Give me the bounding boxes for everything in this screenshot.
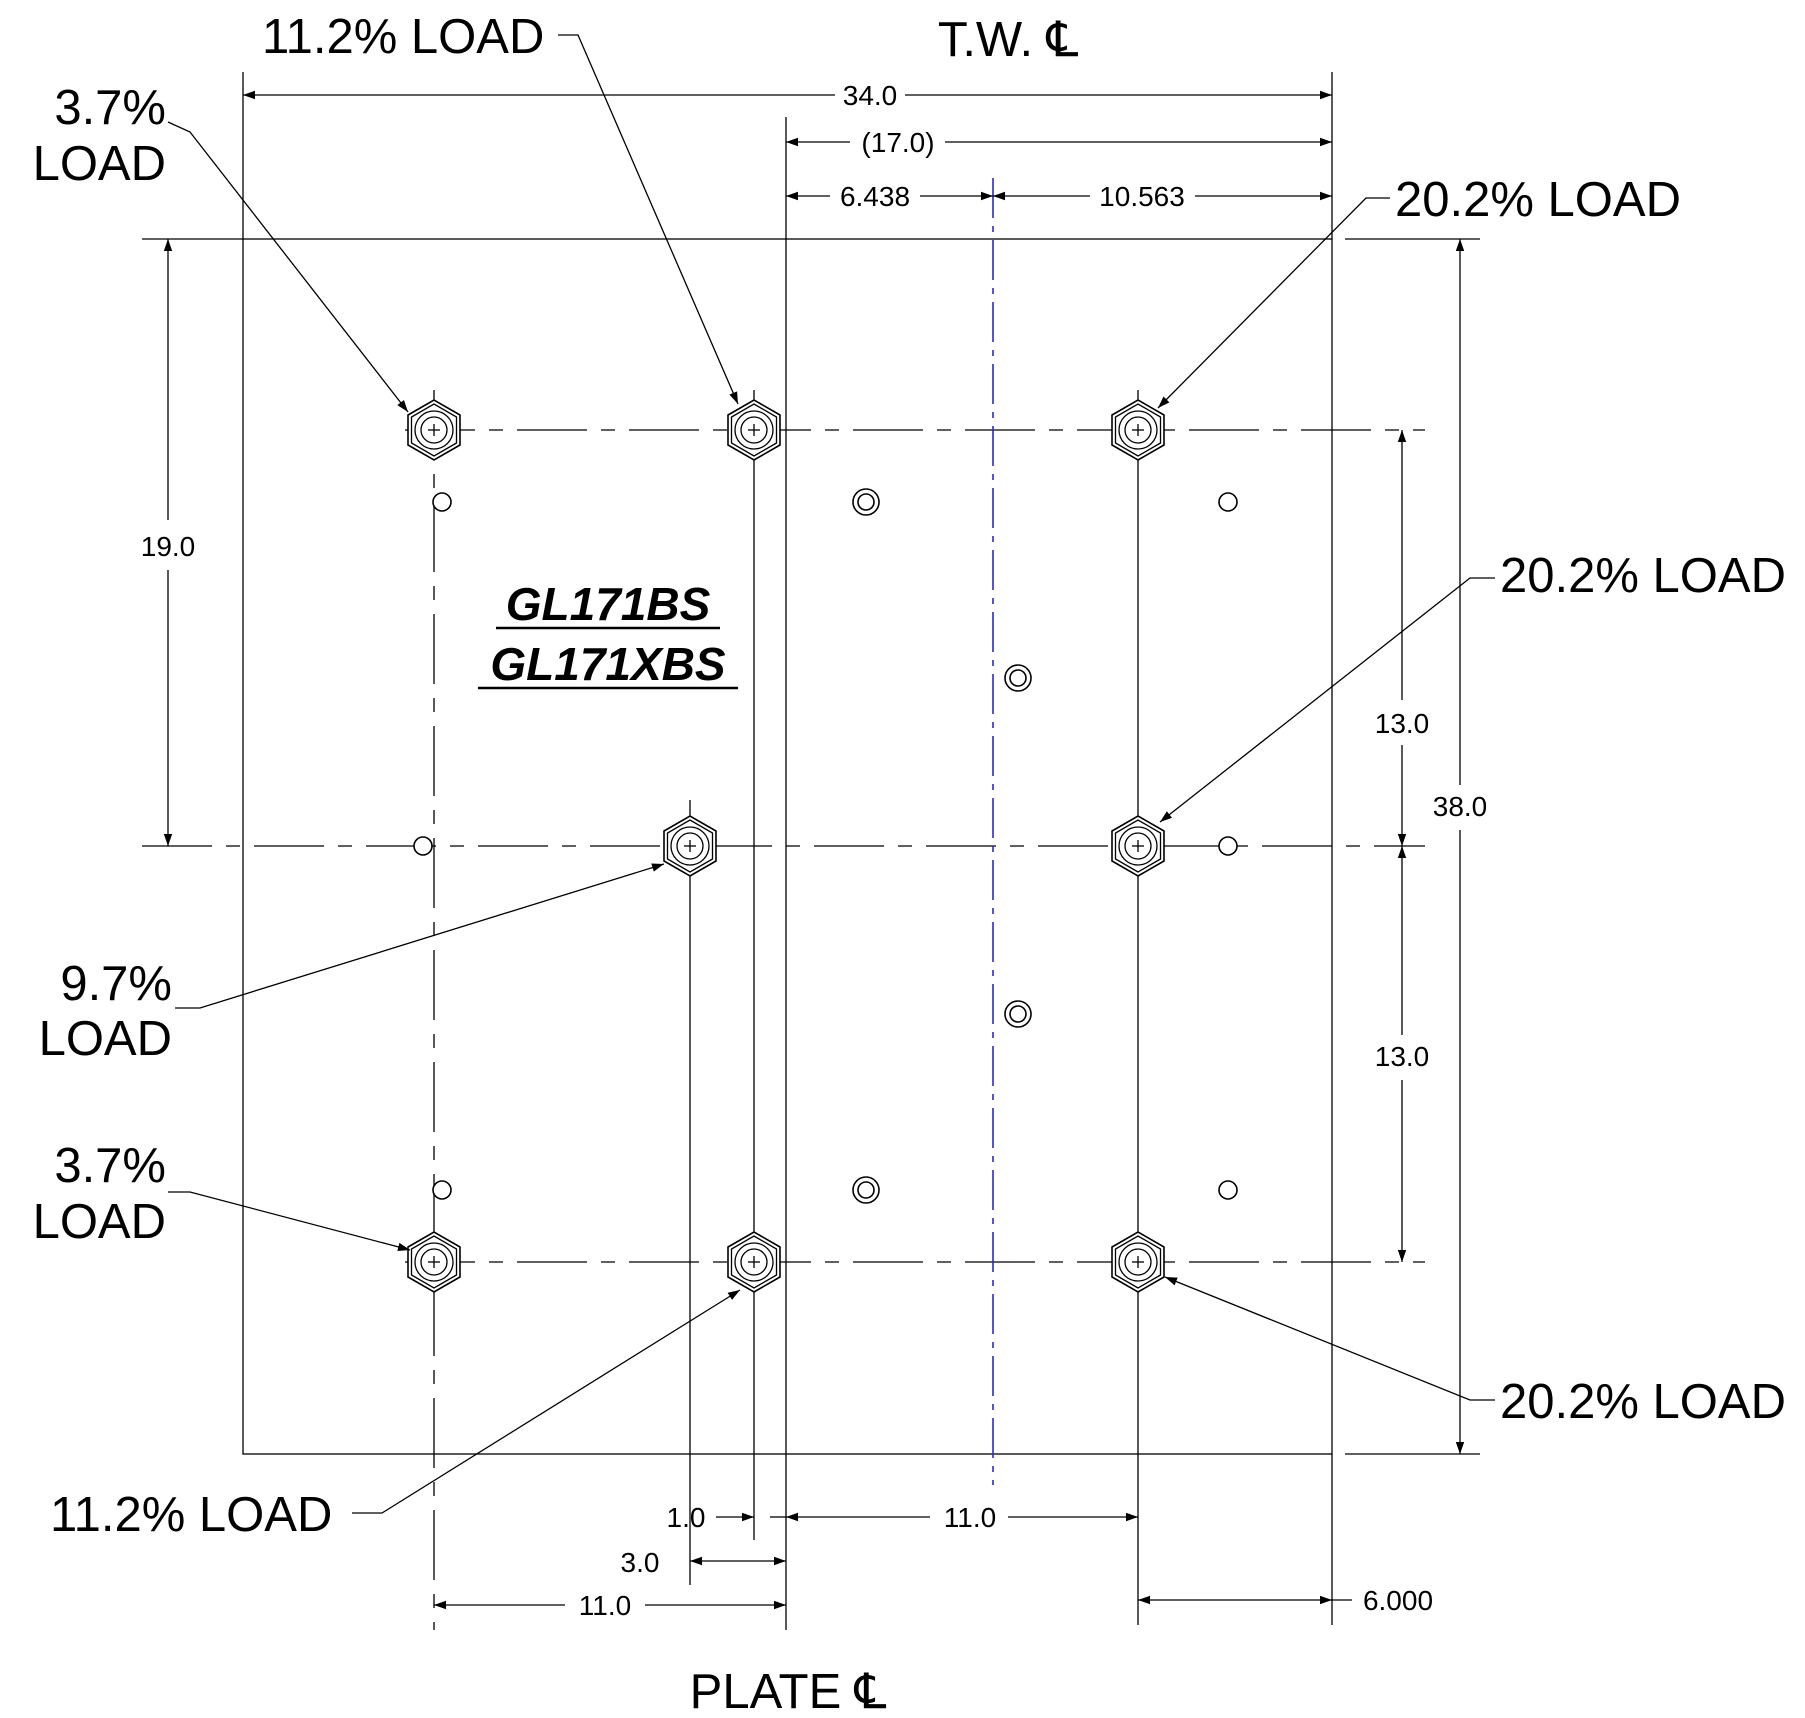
load-callout-bottom-inner: 11.2% LOAD (50, 1488, 332, 1542)
dim-bolt-spacing-upper: 13.0 (1375, 708, 1430, 739)
dim-upper-height: 19.0 (141, 531, 196, 562)
svg-text:LOAD: LOAD (33, 1195, 166, 1249)
ring-hole (1004, 1000, 1032, 1028)
hole (1218, 492, 1238, 512)
hole (413, 836, 433, 856)
dim-small-offset: 1.0 (667, 1502, 706, 1533)
hole (1218, 836, 1238, 856)
bolt (1111, 399, 1165, 461)
load-callout-top-right: 20.2% LOAD (1395, 173, 1681, 227)
dim-center-spacing: 11.0 (944, 1502, 996, 1533)
hole (1218, 1180, 1238, 1200)
ring-hole (852, 1176, 880, 1204)
bolt (727, 1231, 781, 1293)
ring-hole (1004, 664, 1032, 692)
load-callout-mid-left: 9.7% LOAD (39, 957, 172, 1066)
part-number-2: GL171XBS (490, 638, 726, 690)
dim-left-spacing: 11.0 (579, 1590, 631, 1621)
ring-hole (852, 488, 880, 516)
bolt (407, 1231, 461, 1293)
svg-text:LOAD: LOAD (33, 137, 166, 191)
dim-half-width: (17.0) (861, 127, 934, 158)
part-number-1: GL171BS (506, 578, 711, 630)
svg-text:LOAD: LOAD (39, 1012, 172, 1066)
load-callout-top-inner: 11.2% LOAD (262, 10, 544, 64)
load-callout-bottom-left: 3.7% LOAD (33, 1139, 166, 1249)
bolt (663, 815, 717, 877)
load-callout-bottom-right: 20.2% LOAD (1500, 1375, 1786, 1429)
dim-left-offset: 6.438 (840, 181, 910, 212)
dim-bolt-spacing-lower: 13.0 (1375, 1041, 1430, 1072)
dim-mid-offset: 3.0 (621, 1547, 660, 1578)
svg-text:3.7%: 3.7% (54, 1139, 166, 1193)
svg-text:3.7%: 3.7% (54, 81, 166, 135)
dim-edge-offset: 6.000 (1363, 1585, 1433, 1616)
svg-text:9.7%: 9.7% (60, 957, 172, 1011)
dim-overall-height: 38.0 (1433, 791, 1488, 822)
bolt (407, 399, 461, 461)
bolt (727, 399, 781, 461)
load-callout-top-left: 3.7% LOAD (33, 81, 166, 191)
load-callout-mid-right: 20.2% LOAD (1500, 549, 1786, 603)
hole (432, 1180, 452, 1200)
bolt (1111, 1231, 1165, 1293)
tw-centerline-label: T.W. ℄ (938, 13, 1079, 67)
bolt (1111, 815, 1165, 877)
dim-right-offset: 10.563 (1099, 181, 1185, 212)
hole (432, 492, 452, 512)
plate-centerline-label: PLATE ℄ (690, 1665, 887, 1718)
dim-overall-width: 34.0 (843, 80, 898, 111)
